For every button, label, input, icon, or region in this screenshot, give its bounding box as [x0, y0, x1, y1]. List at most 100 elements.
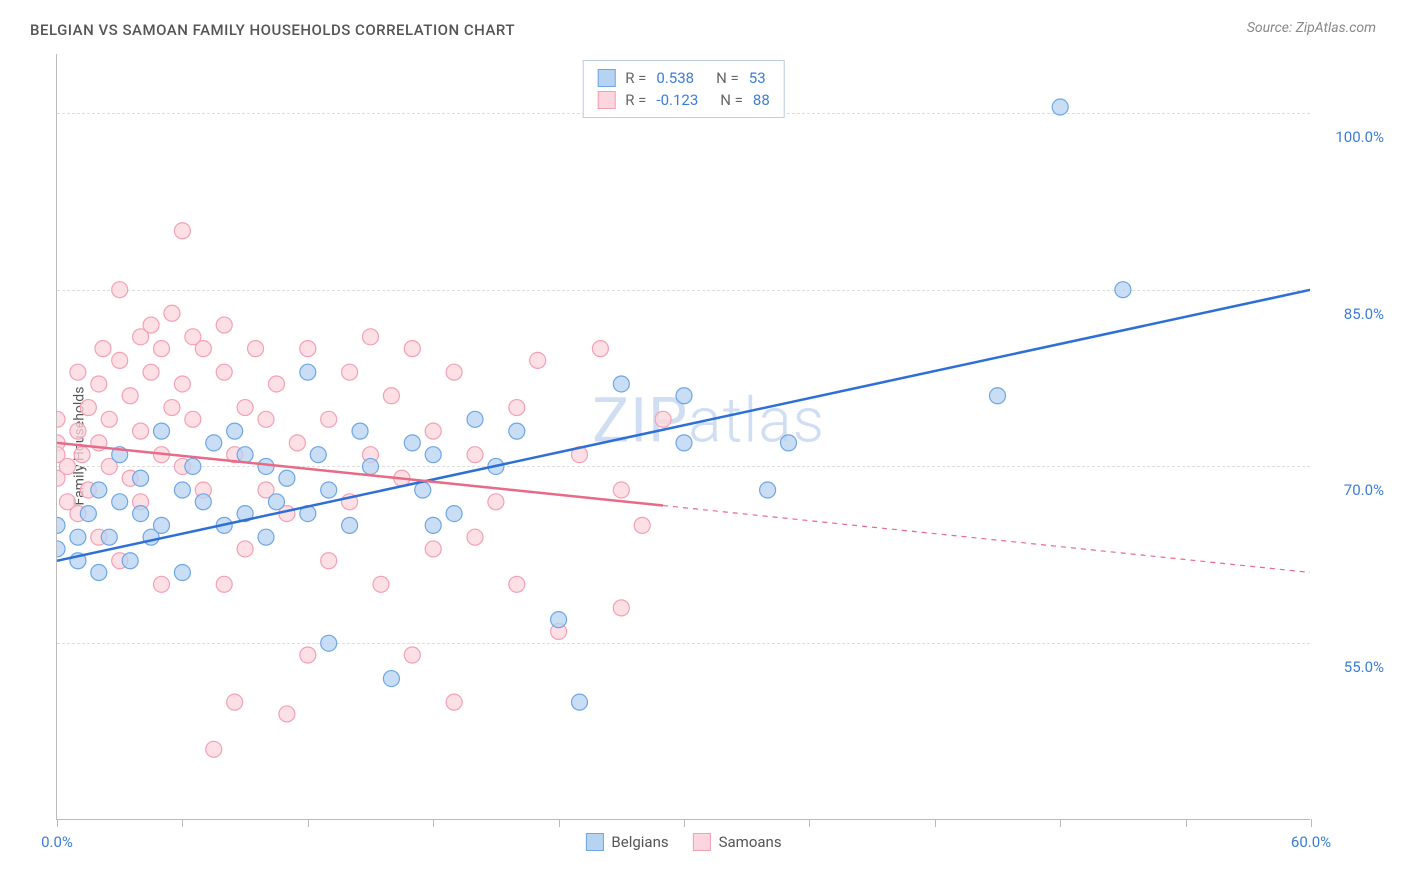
- plot-area: ZIPatlas 55.0%70.0%85.0%100.0% 0.0%60.0%…: [56, 54, 1310, 820]
- scatter-point: [363, 329, 379, 345]
- scatter-point: [185, 458, 201, 474]
- scatter-point: [174, 376, 190, 392]
- scatter-point: [1115, 282, 1131, 298]
- scatter-point: [321, 553, 337, 569]
- scatter-point: [70, 529, 86, 545]
- x-tick-label: 0.0%: [41, 833, 73, 851]
- scatter-point: [279, 706, 295, 722]
- scatter-point: [80, 400, 96, 416]
- scatter-point: [195, 494, 211, 510]
- scatter-point: [227, 423, 243, 439]
- source-credit: Source: ZipAtlas.com: [1247, 20, 1376, 36]
- scatter-point: [101, 411, 117, 427]
- x-tick: [308, 819, 309, 827]
- scatter-point: [154, 517, 170, 533]
- scatter-point: [143, 317, 159, 333]
- scatter-point: [467, 447, 483, 463]
- x-tick: [1186, 819, 1187, 827]
- scatter-point: [248, 341, 264, 357]
- regression-line-extrapolated: [663, 506, 1310, 573]
- scatter-point: [216, 576, 232, 592]
- scatter-point: [425, 423, 441, 439]
- scatter-point: [216, 364, 232, 380]
- scatter-point: [154, 341, 170, 357]
- scatter-point: [154, 423, 170, 439]
- scatter-point: [383, 388, 399, 404]
- y-tick-label: 85.0%: [1318, 305, 1384, 323]
- scatter-point: [164, 400, 180, 416]
- series-legend: Belgians Samoans: [585, 833, 781, 851]
- x-tick: [57, 819, 58, 827]
- scatter-point: [133, 506, 149, 522]
- scatter-point: [57, 541, 65, 557]
- scatter-point: [613, 482, 629, 498]
- chart-title: BELGIAN VS SAMOAN FAMILY HOUSEHOLDS CORR…: [30, 21, 515, 39]
- scatter-point: [91, 376, 107, 392]
- legend-item-samoans: Samoans: [693, 833, 782, 851]
- scatter-point: [227, 694, 243, 710]
- scatter-point: [70, 364, 86, 380]
- scatter-point: [467, 411, 483, 427]
- scatter-point: [509, 576, 525, 592]
- scatter-point: [404, 647, 420, 663]
- scatter-point: [300, 364, 316, 380]
- scatter-point: [467, 529, 483, 545]
- scatter-point: [760, 482, 776, 498]
- regression-line: [57, 290, 1310, 561]
- scatter-point: [990, 388, 1006, 404]
- scatter-point: [488, 494, 504, 510]
- scatter-point: [425, 541, 441, 557]
- scatter-point: [133, 423, 149, 439]
- scatter-point: [415, 482, 431, 498]
- x-tick: [559, 819, 560, 827]
- scatter-point: [509, 400, 525, 416]
- scatter-point: [57, 517, 65, 533]
- x-tick: [809, 819, 810, 827]
- scatter-point: [91, 565, 107, 581]
- scatter-point: [321, 635, 337, 651]
- scatter-point: [300, 341, 316, 357]
- y-tick-label: 55.0%: [1318, 658, 1384, 676]
- legend-swatch-icon: [585, 833, 603, 851]
- correlation-legend: R = 0.538 N = 53 R = -0.123 N = 88: [582, 60, 785, 118]
- scatter-point: [237, 541, 253, 557]
- scatter-point: [509, 423, 525, 439]
- scatter-point: [425, 517, 441, 533]
- scatter-point: [342, 517, 358, 533]
- scatter-point: [57, 411, 65, 427]
- scatter-point: [300, 647, 316, 663]
- scatter-point: [174, 223, 190, 239]
- scatter-point: [133, 470, 149, 486]
- scatter-point: [216, 317, 232, 333]
- scatter-point: [781, 435, 797, 451]
- scatter-point: [101, 529, 117, 545]
- scatter-point: [655, 411, 671, 427]
- scatter-point: [112, 282, 128, 298]
- legend-item-belgians: Belgians: [585, 833, 668, 851]
- scatter-point: [122, 388, 138, 404]
- scatter-point: [185, 411, 201, 427]
- scatter-point: [80, 506, 96, 522]
- scatter-point: [530, 352, 546, 368]
- legend-swatch-belgians: [597, 69, 615, 87]
- scatter-point: [154, 576, 170, 592]
- x-tick: [1311, 819, 1312, 827]
- scatter-point: [363, 458, 379, 474]
- legend-swatch-samoans: [597, 91, 615, 109]
- scatter-point: [206, 435, 222, 451]
- scatter-point: [289, 435, 305, 451]
- legend-swatch-icon: [693, 833, 711, 851]
- scatter-point: [143, 364, 159, 380]
- scatter-point: [112, 494, 128, 510]
- legend-row-samoans: R = -0.123 N = 88: [597, 89, 770, 111]
- scatter-point: [321, 482, 337, 498]
- x-tick: [684, 819, 685, 827]
- scatter-point: [258, 529, 274, 545]
- scatter-point: [551, 612, 567, 628]
- scatter-point: [425, 447, 441, 463]
- scatter-point: [268, 494, 284, 510]
- scatter-point: [404, 341, 420, 357]
- scatter-point: [70, 423, 86, 439]
- scatter-point: [174, 565, 190, 581]
- scatter-point: [1052, 99, 1068, 115]
